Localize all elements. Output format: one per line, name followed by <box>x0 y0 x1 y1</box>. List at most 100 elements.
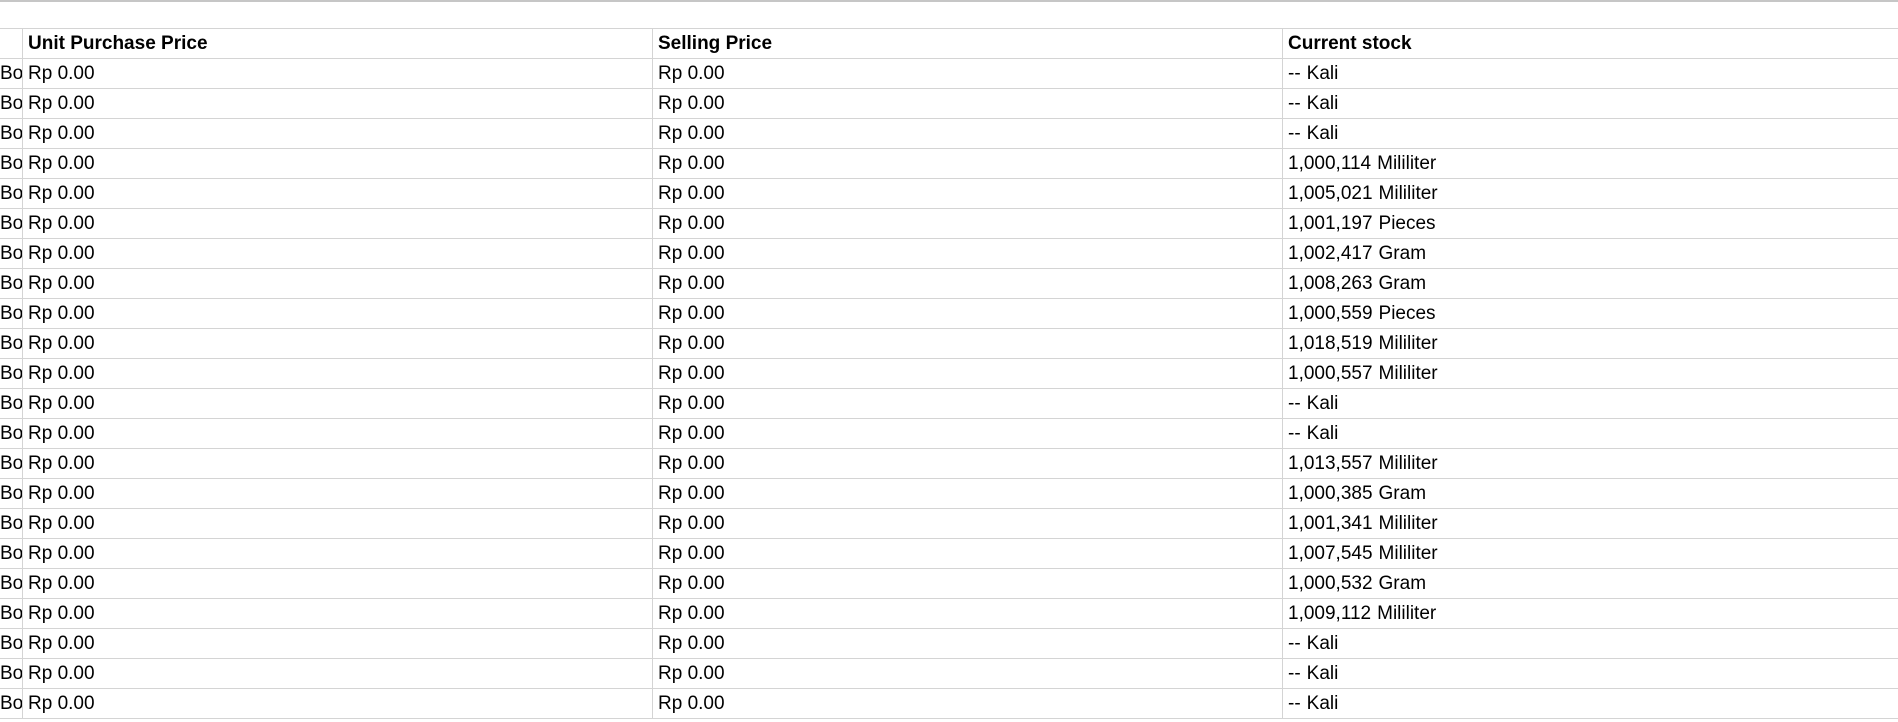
cell-current-stock[interactable]: -- Kali <box>1283 629 1898 658</box>
cell-selling-price[interactable]: Rp 0.00 <box>653 539 1283 568</box>
cell-selling-price[interactable]: Rp 0.00 <box>653 599 1283 628</box>
header-current-stock[interactable]: Current stock <box>1288 33 1412 54</box>
cell-unit-purchase-price[interactable]: Rp 0.00 <box>23 149 653 178</box>
cell-col-a[interactable]: Bo <box>0 659 23 688</box>
cell-selling-price[interactable]: Rp 0.00 <box>653 389 1283 418</box>
cell-current-stock[interactable]: 1,000,559 Pieces <box>1283 299 1898 328</box>
cell-selling-price[interactable]: Rp 0.00 <box>653 659 1283 688</box>
cell-unit-purchase-price[interactable]: Rp 0.00 <box>23 689 653 718</box>
cell-col-a[interactable]: Bo <box>0 89 23 118</box>
cell-col-a[interactable]: Bo <box>0 569 23 598</box>
cell-unit-purchase-price[interactable]: Rp 0.00 <box>23 239 653 268</box>
cell-current-stock[interactable]: 1,000,557 Mililiter <box>1283 359 1898 388</box>
cell-selling-price[interactable]: Rp 0.00 <box>653 299 1283 328</box>
cell-current-stock[interactable]: 1,001,341 Mililiter <box>1283 509 1898 538</box>
cell-unit-purchase-price[interactable]: Rp 0.00 <box>23 599 653 628</box>
cell-col-a[interactable]: Bo <box>0 239 23 268</box>
cell-current-stock[interactable]: 1,009,112 Mililiter <box>1283 599 1898 628</box>
cell-current-stock[interactable]: 1,000,532 Gram <box>1283 569 1898 598</box>
cell-selling-price[interactable]: Rp 0.00 <box>653 149 1283 178</box>
cell-unit-purchase-price[interactable]: Rp 0.00 <box>23 659 653 688</box>
cell-selling-price[interactable]: Rp 0.00 <box>653 209 1283 238</box>
cell-selling-price[interactable]: Rp 0.00 <box>653 419 1283 448</box>
cell-current-stock[interactable]: 1,005,021 Mililiter <box>1283 179 1898 208</box>
cell-col-a[interactable]: Bo <box>0 419 23 448</box>
cell-unit-purchase-price[interactable]: Rp 0.00 <box>23 629 653 658</box>
cell-unit-purchase-price[interactable]: Rp 0.00 <box>23 209 653 238</box>
header-selling-price[interactable]: Selling Price <box>653 29 1283 58</box>
cell-selling-price[interactable]: Rp 0.00 <box>653 239 1283 268</box>
cell-col-a[interactable]: Bo <box>0 629 23 658</box>
cell-unit-purchase-price[interactable]: Rp 0.00 <box>23 89 653 118</box>
stock-unit: Kali <box>1306 633 1339 654</box>
cell-unit-purchase-price[interactable]: Rp 0.00 <box>23 299 653 328</box>
cell-col-a[interactable]: Bo <box>0 209 23 238</box>
cell-current-stock[interactable]: 1,018,519 Mililiter <box>1283 329 1898 358</box>
cell-unit-purchase-price[interactable]: Rp 0.00 <box>23 329 653 358</box>
cell-col-a[interactable]: Bo <box>0 269 23 298</box>
cell-current-stock[interactable]: -- Kali <box>1283 689 1898 718</box>
cell-current-stock[interactable]: -- Kali <box>1283 419 1898 448</box>
table-row: Bo Rp 0.00 Rp 0.00 1,000,559 Pieces <box>0 299 1898 329</box>
cell-unit-purchase-price[interactable]: Rp 0.00 <box>23 449 653 478</box>
cell-unit-purchase-price[interactable]: Rp 0.00 <box>23 569 653 598</box>
cell-current-stock[interactable]: -- Kali <box>1283 659 1898 688</box>
cell-selling-price[interactable]: Rp 0.00 <box>653 89 1283 118</box>
cell-selling-price[interactable]: Rp 0.00 <box>653 329 1283 358</box>
cell-unit-purchase-price[interactable]: Rp 0.00 <box>23 389 653 418</box>
cell-col-a[interactable]: Bo <box>0 329 23 358</box>
cell-current-stock[interactable]: -- Kali <box>1283 119 1898 148</box>
cell-current-stock[interactable]: 1,013,557 Mililiter <box>1283 449 1898 478</box>
cell-unit-purchase-price[interactable]: Rp 0.00 <box>23 269 653 298</box>
cell-selling-price[interactable]: Rp 0.00 <box>653 269 1283 298</box>
cell-current-stock[interactable]: -- Kali <box>1283 59 1898 88</box>
cell-selling-price[interactable]: Rp 0.00 <box>653 359 1283 388</box>
cell-unit-purchase-price[interactable]: Rp 0.00 <box>23 359 653 388</box>
header-cell-a[interactable] <box>0 29 23 58</box>
cell-col-a[interactable]: Bo <box>0 149 23 178</box>
cell-col-a[interactable]: Bo <box>0 389 23 418</box>
cell-unit-purchase-price[interactable]: Rp 0.00 <box>23 59 653 88</box>
cell-selling-price[interactable]: Rp 0.00 <box>653 179 1283 208</box>
cell-selling-price[interactable]: Rp 0.00 <box>653 689 1283 718</box>
stock-quantity: -- <box>1288 123 1301 144</box>
cell-current-stock[interactable]: -- Kali <box>1283 389 1898 418</box>
stock-unit: Mililiter <box>1378 513 1438 534</box>
cell-col-a[interactable]: Bo <box>0 359 23 388</box>
cell-col-a[interactable]: Bo <box>0 599 23 628</box>
cell-col-a[interactable]: Bo <box>0 179 23 208</box>
cell-col-a[interactable]: Bo <box>0 449 23 478</box>
cell-unit-purchase-price[interactable]: Rp 0.00 <box>23 419 653 448</box>
table-body: Bo Rp 0.00 Rp 0.00 -- Kali Bo Rp 0.00 Rp 0.00 --… <box>0 59 1898 719</box>
stock-quantity: 1,007,545 <box>1288 543 1373 564</box>
cell-col-a[interactable]: Bo <box>0 59 23 88</box>
cell-current-stock[interactable]: -- Kali <box>1283 89 1898 118</box>
cell-selling-price[interactable]: Rp 0.00 <box>653 59 1283 88</box>
cell-selling-price[interactable]: Rp 0.00 <box>653 479 1283 508</box>
cell-selling-price[interactable]: Rp 0.00 <box>653 119 1283 148</box>
cell-col-a[interactable]: Bo <box>0 539 23 568</box>
cell-unit-purchase-price[interactable]: Rp 0.00 <box>23 119 653 148</box>
cell-col-a[interactable]: Bo <box>0 509 23 538</box>
cell-unit-purchase-price[interactable]: Rp 0.00 <box>23 539 653 568</box>
cell-unit-purchase-price[interactable]: Rp 0.00 <box>23 179 653 208</box>
cell-col-a[interactable]: Bo <box>0 299 23 328</box>
header-unit-purchase-price[interactable]: Unit Purchase Price <box>23 29 653 58</box>
cell-col-a[interactable]: Bo <box>0 479 23 508</box>
cell-selling-price[interactable]: Rp 0.00 <box>653 509 1283 538</box>
cell-unit-purchase-price[interactable]: Rp 0.00 <box>23 479 653 508</box>
table-row: Bo Rp 0.00 Rp 0.00 1,009,112 Mililiter <box>0 599 1898 629</box>
cell-current-stock[interactable]: 1,008,263 Gram <box>1283 269 1898 298</box>
cell-unit-purchase-price[interactable]: Rp 0.00 <box>23 509 653 538</box>
cell-current-stock[interactable]: 1,000,385 Gram <box>1283 479 1898 508</box>
cell-selling-price[interactable]: Rp 0.00 <box>653 569 1283 598</box>
cell-current-stock[interactable]: 1,002,417 Gram <box>1283 239 1898 268</box>
cell-selling-price[interactable]: Rp 0.00 <box>653 629 1283 658</box>
cell-current-stock[interactable]: 1,000,114 Mililiter <box>1283 149 1898 178</box>
cell-current-stock[interactable]: 1,001,197 Pieces <box>1283 209 1898 238</box>
cell-selling-price[interactable]: Rp 0.00 <box>653 449 1283 478</box>
cell-col-a[interactable]: Bo <box>0 119 23 148</box>
cell-current-stock[interactable]: 1,007,545 Mililiter <box>1283 539 1898 568</box>
cell-col-a[interactable]: Bo <box>0 689 23 718</box>
stock-quantity: 1,005,021 <box>1288 183 1373 204</box>
